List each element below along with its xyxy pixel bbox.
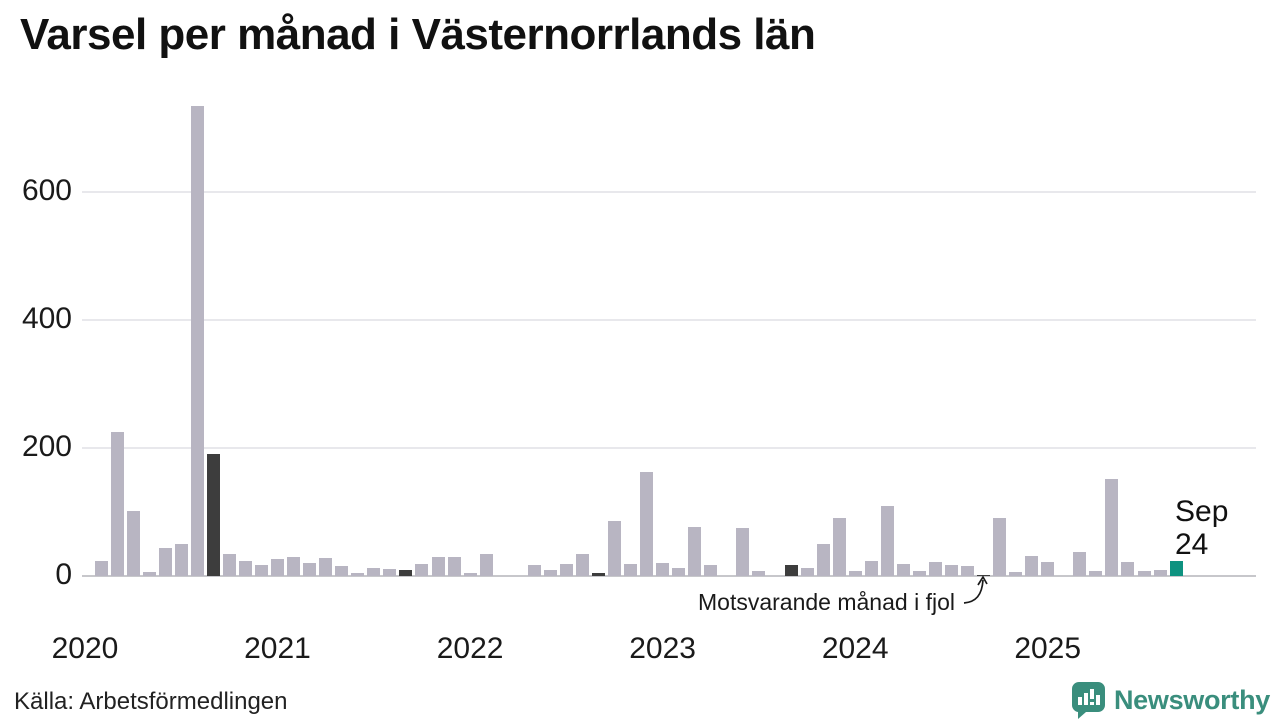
bar-2024-05[interactable] [912, 570, 926, 576]
bar-2024-07[interactable] [944, 564, 958, 576]
bar-2020-12[interactable] [255, 564, 268, 576]
bar-2021-01[interactable] [271, 558, 284, 576]
bar-2021-09[interactable] [399, 570, 413, 576]
bar-2024-11[interactable] [1009, 572, 1023, 576]
bar-2020-10[interactable] [222, 554, 236, 576]
bar-2023-10[interactable] [800, 567, 814, 576]
bar-2022-07[interactable] [559, 563, 573, 576]
bar-2020-03[interactable] [110, 432, 124, 576]
bar-2024-10[interactable] [993, 517, 1007, 576]
bar-2020-08[interactable] [190, 105, 204, 576]
bar-2025-01[interactable] [1041, 561, 1055, 576]
source-note: Källa: Arbetsförmedlingen [14, 688, 288, 715]
annotation-text: Motsvarande månad i fjol [698, 589, 955, 615]
y-tick-label-0: 0 [55, 558, 72, 591]
bar-2020-11[interactable] [239, 560, 252, 576]
y-tick-label-200: 200 [21, 430, 72, 463]
bar-2021-12[interactable] [447, 557, 461, 576]
bar-2022-11[interactable] [624, 563, 637, 576]
bar-2020-02[interactable] [94, 561, 108, 576]
bar-2022-10[interactable] [608, 521, 621, 576]
bar-2021-03[interactable] [303, 562, 317, 576]
bar-2022-12[interactable] [640, 471, 654, 576]
current-month-value: 24 [1175, 528, 1209, 561]
gridline-600 [82, 191, 1256, 193]
bar-2023-07[interactable] [752, 570, 766, 576]
bar-2024-09[interactable] [977, 574, 990, 576]
x-tick-label-2022: 2022 [436, 632, 504, 665]
bar-2023-03[interactable] [688, 527, 702, 576]
newsworthy-logo[interactable]: Newsworthy [1071, 682, 1270, 719]
bar-2022-09[interactable] [591, 572, 605, 576]
bar-2020-06[interactable] [158, 547, 172, 576]
bar-2020-04[interactable] [126, 511, 140, 576]
bar-2023-09[interactable] [784, 564, 798, 576]
bar-2022-01[interactable] [463, 572, 477, 576]
bar-2021-06[interactable] [351, 573, 365, 576]
bar-2020-07[interactable] [174, 544, 188, 576]
current-month-name: Sep [1175, 495, 1229, 528]
x-tick-label-2020: 2020 [51, 632, 119, 665]
bar-2021-11[interactable] [431, 556, 445, 576]
bar-2022-08[interactable] [575, 554, 589, 576]
bar-2020-05[interactable] [142, 571, 156, 576]
x-tick-label-2024: 2024 [821, 632, 889, 665]
gridline-400 [82, 319, 1256, 321]
bar-2021-02[interactable] [287, 556, 301, 576]
bar-2022-05[interactable] [527, 564, 541, 576]
bar-2025-03[interactable] [1073, 552, 1087, 576]
y-tick-label-600: 600 [21, 174, 72, 207]
bar-2025-06[interactable] [1121, 561, 1135, 576]
bar-2025-08[interactable] [1153, 569, 1167, 576]
bar-2020-09[interactable] [206, 454, 220, 576]
bar-2023-11[interactable] [816, 544, 830, 576]
bar-2023-02[interactable] [672, 568, 686, 576]
annotation-arrow-icon [963, 575, 988, 604]
current-month-label: Sep 24 [1175, 495, 1228, 561]
bar-2021-05[interactable] [335, 565, 349, 576]
newsworthy-bubble-icon [1071, 682, 1105, 719]
bar-2024-01[interactable] [848, 570, 862, 576]
bar-2025-05[interactable] [1105, 478, 1119, 576]
x-tick-label-2023: 2023 [629, 632, 696, 665]
page-title: Varsel per månad i Västernorrlands län [20, 10, 816, 59]
bar-2022-06[interactable] [543, 570, 557, 576]
bar-2021-10[interactable] [415, 563, 429, 576]
bar-2021-04[interactable] [319, 558, 333, 576]
bar-2025-04[interactable] [1089, 570, 1103, 576]
bar-2024-08[interactable] [961, 566, 974, 576]
bar-2025-09[interactable] [1169, 560, 1183, 576]
y-tick-label-400: 400 [21, 302, 72, 335]
bar-2022-02[interactable] [479, 554, 493, 576]
x-axis-line [82, 575, 1256, 577]
x-tick-label-2025: 2025 [1014, 632, 1082, 665]
bar-2024-02[interactable] [864, 561, 878, 576]
bar-2025-07[interactable] [1137, 570, 1151, 576]
x-tick-label-2021: 2021 [244, 632, 311, 665]
bar-2023-12[interactable] [832, 517, 846, 576]
bar-2023-04[interactable] [704, 565, 718, 576]
newsworthy-logo-text: Newsworthy [1113, 685, 1270, 715]
bar-2021-07[interactable] [367, 567, 381, 576]
gridline-200 [82, 447, 1256, 449]
bar-2023-01[interactable] [656, 563, 670, 576]
bar-2021-08[interactable] [383, 569, 397, 576]
bar-2024-04[interactable] [896, 563, 910, 576]
bar-2024-03[interactable] [880, 505, 894, 576]
bar-2024-12[interactable] [1025, 555, 1039, 576]
bar-2023-06[interactable] [736, 528, 750, 576]
bar-2024-06[interactable] [928, 561, 942, 576]
